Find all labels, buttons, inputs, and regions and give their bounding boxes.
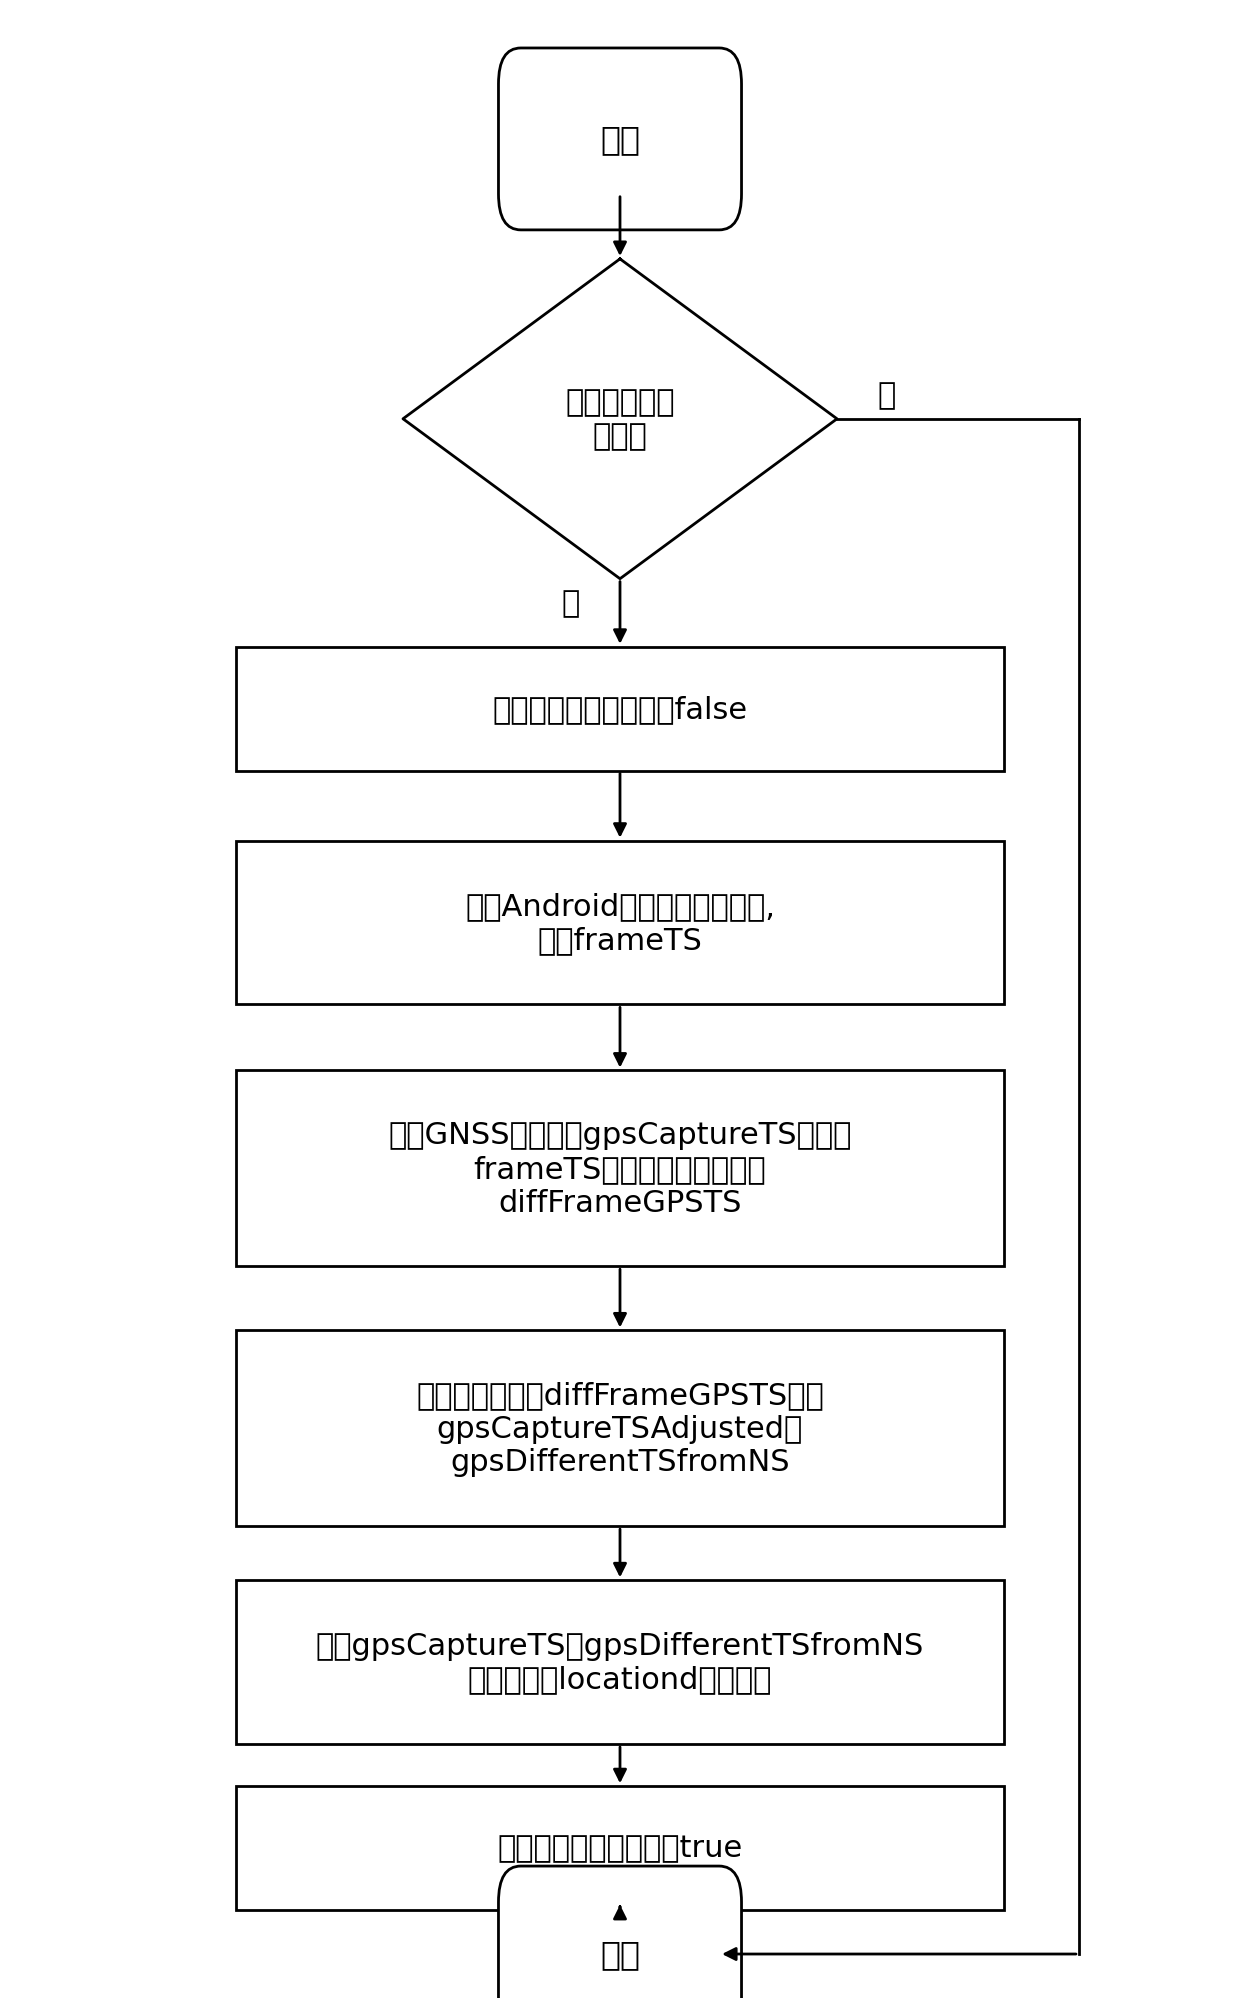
FancyBboxPatch shape bbox=[236, 1331, 1004, 1526]
FancyBboxPatch shape bbox=[236, 1580, 1004, 1744]
FancyBboxPatch shape bbox=[236, 1071, 1004, 1267]
Text: 设置当前帧取完标志为true: 设置当前帧取完标志为true bbox=[497, 1834, 743, 1862]
Text: 结束: 结束 bbox=[600, 1938, 640, 1970]
Text: 开始: 开始 bbox=[600, 124, 640, 156]
FancyBboxPatch shape bbox=[236, 1786, 1004, 1910]
Text: 获取Android系统当前的时间戳,
记为frameTS: 获取Android系统当前的时间戳, 记为frameTS bbox=[465, 891, 775, 955]
Text: 设置当前帧取完标志为false: 设置当前帧取完标志为false bbox=[492, 695, 748, 723]
Text: 在当前帧中记录diffFrameGPSTS以及
gpsCaptureTSAdjusted和
gpsDifferentTSfromNS: 在当前帧中记录diffFrameGPSTS以及 gpsCaptureTSAdju… bbox=[417, 1381, 823, 1477]
Text: 否: 否 bbox=[878, 382, 895, 410]
FancyBboxPatch shape bbox=[498, 48, 742, 230]
Text: 使用gpsCaptureTS和gpsDifferentTSfromNS
获取准确的locationd的时间戳: 使用gpsCaptureTS和gpsDifferentTSfromNS 获取准确… bbox=[316, 1630, 924, 1694]
Polygon shape bbox=[403, 260, 837, 579]
FancyBboxPatch shape bbox=[236, 647, 1004, 771]
Text: 是: 是 bbox=[562, 589, 579, 617]
FancyBboxPatch shape bbox=[236, 841, 1004, 1005]
Text: 是否前一帧取
帧完毕: 是否前一帧取 帧完毕 bbox=[565, 388, 675, 452]
Text: 计算GNSS的时间戳gpsCaptureTS和当前
frameTS时间戳的差值，记为
diffFrameGPSTS: 计算GNSS的时间戳gpsCaptureTS和当前 frameTS时间戳的差值，… bbox=[388, 1121, 852, 1217]
FancyBboxPatch shape bbox=[498, 1866, 742, 1998]
